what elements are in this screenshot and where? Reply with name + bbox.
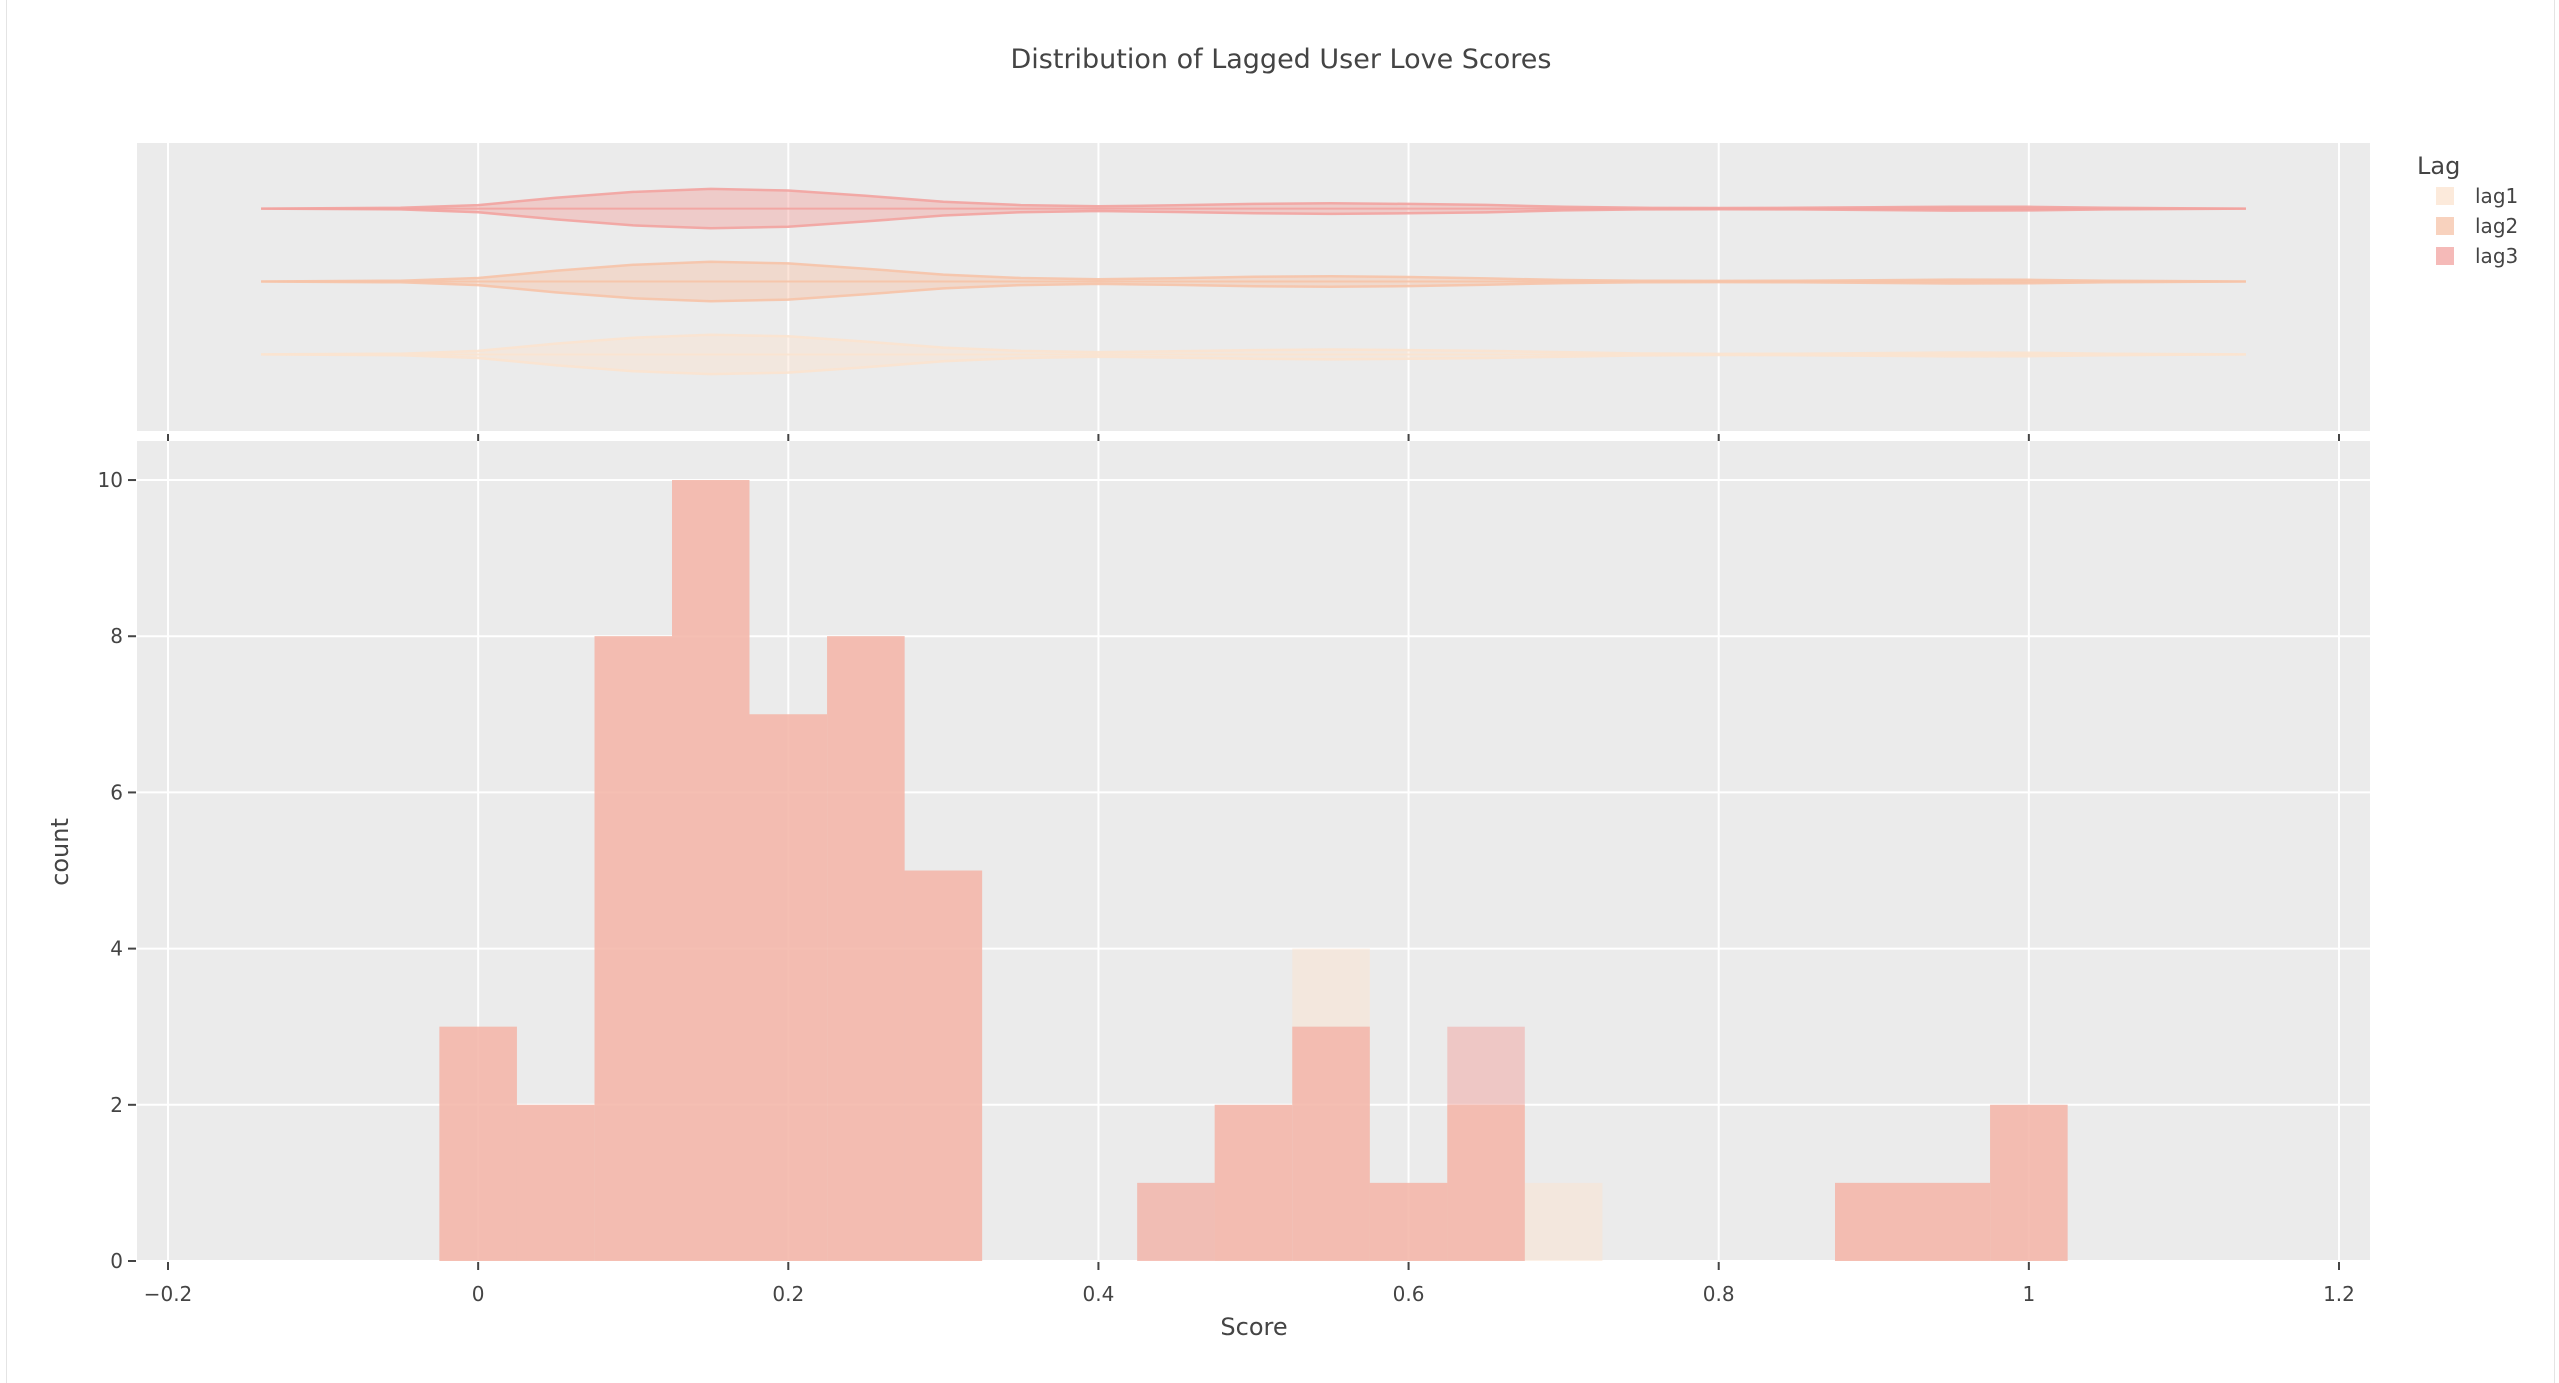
histogram-bar[interactable] — [827, 636, 905, 1261]
x-tick-label: 0.2 — [772, 1282, 804, 1306]
chart-title: Distribution of Lagged User Love Scores — [1011, 44, 1552, 75]
legend-label: lag2 — [2475, 214, 2518, 238]
legend-label: lag3 — [2475, 244, 2518, 268]
histogram-bar[interactable] — [516, 1104, 595, 1261]
legend-swatch — [2436, 187, 2454, 205]
bar-series-lag3 — [439, 480, 2068, 1262]
y-tick-label: 4 — [110, 937, 123, 961]
x-tick-label: −0.2 — [144, 1282, 193, 1306]
histogram-bar[interactable] — [1137, 1182, 1215, 1261]
violin-group — [261, 187, 2246, 376]
y-axis-label: count — [46, 818, 74, 886]
legend-swatch — [2436, 217, 2454, 235]
legend[interactable]: Lag lag1 lag2 lag3 — [2417, 152, 2518, 268]
legend-items: lag1 lag2 lag3 — [2436, 184, 2518, 268]
y-tick-label: 10 — [98, 468, 123, 492]
histogram-bar[interactable] — [1447, 1026, 1525, 1261]
histogram-bar[interactable] — [1214, 1104, 1293, 1261]
histogram-bar[interactable] — [1912, 1182, 1991, 1261]
histogram-bar[interactable] — [1369, 1182, 1448, 1261]
marginal-x-ticks — [167, 434, 2340, 441]
y-tick-label: 8 — [110, 624, 123, 648]
histogram-bar[interactable] — [1524, 1182, 1603, 1261]
histogram-bar[interactable] — [439, 1026, 517, 1261]
histogram-bar[interactable] — [904, 870, 983, 1262]
legend-title: Lag — [2417, 152, 2460, 180]
y-tick-label: 0 — [110, 1249, 123, 1273]
x-tick-label: 0.6 — [1393, 1282, 1425, 1306]
legend-item-lag2[interactable]: lag2 — [2436, 214, 2518, 238]
x-axis: −0.2 0 0.2 0.4 0.6 0.8 1 1.2 — [144, 1262, 2355, 1306]
legend-label: lag1 — [2475, 184, 2518, 208]
histogram-bar[interactable] — [672, 480, 750, 1261]
histogram-bar[interactable] — [594, 636, 673, 1261]
x-tick-label: 1.2 — [2323, 1282, 2355, 1306]
x-tick-label: 0.4 — [1083, 1282, 1115, 1306]
histogram-bars — [439, 480, 2068, 1262]
legend-item-lag1[interactable]: lag1 — [2436, 184, 2518, 208]
x-tick-label: 0.8 — [1703, 1282, 1735, 1306]
x-tick-label: 0 — [472, 1282, 485, 1306]
x-axis-label: Score — [1220, 1313, 1287, 1341]
page-frame — [6, 0, 2555, 1383]
histogram-bar[interactable] — [1990, 1104, 2068, 1261]
legend-item-lag3[interactable]: lag3 — [2436, 244, 2518, 268]
x-tick-label: 1 — [2022, 1282, 2035, 1306]
y-tick-label: 6 — [110, 780, 123, 804]
y-axis: 0 2 4 6 8 10 — [98, 468, 136, 1273]
violin-grid — [167, 143, 2340, 431]
legend-swatch — [2436, 247, 2454, 265]
y-tick-label: 2 — [110, 1093, 123, 1117]
histogram-bar[interactable] — [1835, 1182, 1913, 1261]
histogram-bar[interactable] — [749, 714, 828, 1261]
histogram-bar[interactable] — [1292, 1026, 1370, 1261]
